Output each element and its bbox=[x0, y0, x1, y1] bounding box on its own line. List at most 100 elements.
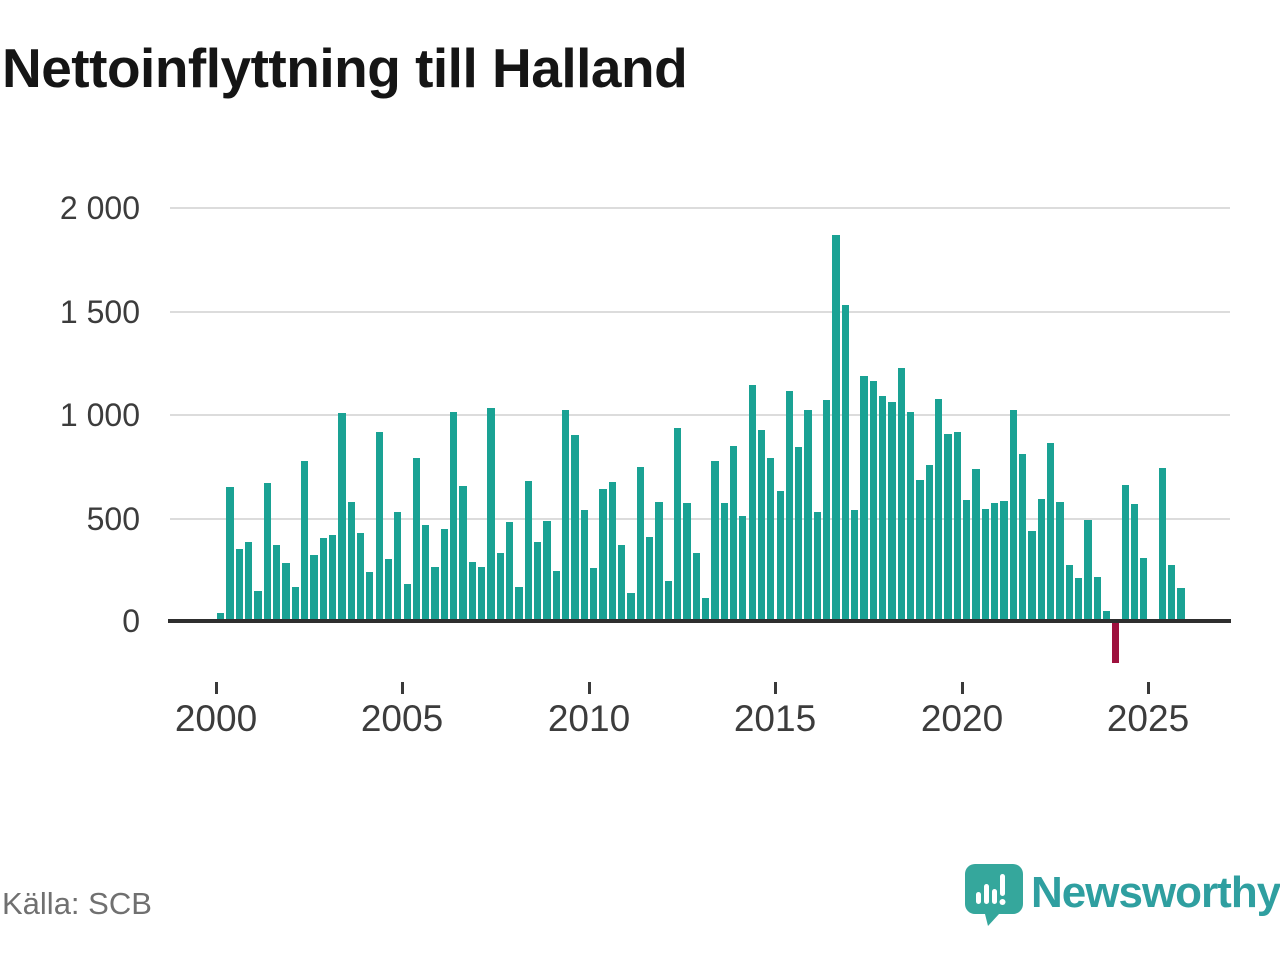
bar bbox=[217, 612, 225, 621]
bar bbox=[300, 461, 309, 621]
newsworthy-pin-icon bbox=[965, 864, 1023, 926]
bar bbox=[310, 554, 318, 621]
bar bbox=[375, 432, 383, 621]
bar bbox=[496, 552, 505, 621]
bar bbox=[412, 457, 421, 621]
x-tick-label: 2005 bbox=[360, 698, 444, 739]
bar bbox=[823, 400, 831, 621]
x-axis-line bbox=[168, 619, 1231, 623]
bar bbox=[841, 305, 850, 621]
bar bbox=[272, 544, 281, 621]
bar bbox=[1074, 577, 1083, 621]
x-tick-2020 bbox=[961, 682, 964, 694]
bar bbox=[440, 529, 449, 621]
bar bbox=[263, 482, 271, 621]
bar-negative bbox=[1112, 621, 1120, 664]
bar bbox=[720, 503, 728, 621]
bar bbox=[487, 408, 495, 621]
bar bbox=[804, 410, 812, 621]
x-tick-label: 2025 bbox=[1106, 698, 1190, 739]
bar bbox=[1158, 468, 1167, 621]
bar bbox=[692, 552, 700, 621]
bar bbox=[543, 520, 551, 621]
gridline-1000 bbox=[170, 414, 1230, 416]
bar bbox=[580, 509, 588, 621]
bar bbox=[590, 568, 598, 621]
gridline-500 bbox=[170, 518, 1230, 520]
bar bbox=[897, 368, 906, 621]
bar bbox=[1046, 443, 1055, 621]
bar bbox=[851, 509, 859, 621]
bar bbox=[673, 428, 682, 621]
bar bbox=[235, 548, 243, 621]
bar bbox=[1168, 565, 1176, 621]
bar bbox=[636, 467, 644, 621]
x-tick-label: 2000 bbox=[174, 698, 258, 739]
bar bbox=[244, 541, 253, 621]
bar bbox=[1130, 504, 1139, 621]
bar bbox=[1065, 565, 1073, 621]
bar bbox=[319, 538, 327, 621]
bar bbox=[1000, 501, 1008, 621]
bar bbox=[729, 445, 738, 621]
bar bbox=[683, 503, 691, 621]
bar bbox=[1028, 531, 1036, 621]
y-tick-label: 1 000 bbox=[59, 397, 140, 433]
x-tick-2005 bbox=[401, 682, 404, 694]
newsworthy-wordmark: Newsworthy bbox=[1031, 868, 1280, 917]
x-tick-2025 bbox=[1147, 682, 1150, 694]
bar bbox=[562, 410, 570, 621]
page-title: Nettoinflyttning till Halland bbox=[2, 37, 688, 99]
bar bbox=[524, 480, 533, 621]
bar bbox=[1140, 558, 1148, 621]
y-tick-label: 0 bbox=[122, 603, 140, 639]
bar bbox=[384, 559, 393, 621]
bar bbox=[963, 500, 971, 621]
bar bbox=[860, 376, 868, 621]
bar bbox=[459, 485, 467, 621]
bar bbox=[403, 583, 411, 621]
x-tick-label: 2015 bbox=[733, 698, 817, 739]
bar bbox=[664, 580, 672, 621]
bar bbox=[767, 457, 775, 621]
bar bbox=[608, 481, 616, 621]
bar bbox=[291, 586, 299, 621]
bar bbox=[655, 502, 663, 621]
bar bbox=[338, 412, 346, 621]
gridline-1500 bbox=[170, 311, 1230, 313]
x-tick-2000 bbox=[215, 682, 218, 694]
bar bbox=[748, 384, 756, 621]
bar bbox=[506, 521, 514, 621]
bar bbox=[1018, 453, 1027, 621]
bar bbox=[776, 490, 784, 621]
bar bbox=[916, 479, 924, 621]
bar bbox=[701, 598, 710, 621]
bar bbox=[356, 533, 365, 621]
bar bbox=[534, 541, 542, 621]
bar bbox=[254, 591, 262, 621]
bar bbox=[366, 572, 374, 621]
bar bbox=[757, 430, 766, 621]
bar bbox=[599, 488, 607, 621]
bar bbox=[1177, 587, 1185, 621]
bar bbox=[478, 567, 486, 621]
bar bbox=[1037, 499, 1045, 621]
gridline-2000 bbox=[170, 207, 1230, 209]
x-tick-2010 bbox=[588, 682, 591, 694]
bar bbox=[953, 432, 961, 621]
bar bbox=[282, 563, 290, 621]
bar bbox=[1009, 410, 1017, 621]
bar bbox=[1056, 502, 1064, 621]
bar bbox=[972, 469, 980, 621]
bar bbox=[1121, 484, 1129, 621]
bar bbox=[888, 402, 896, 621]
bar bbox=[795, 446, 803, 621]
source-note: Källa: SCB bbox=[2, 886, 152, 921]
newsworthy-logo: Newsworthy bbox=[963, 862, 1280, 926]
bar bbox=[944, 434, 952, 621]
x-tick-2015 bbox=[774, 682, 777, 694]
bar bbox=[552, 571, 560, 621]
bar bbox=[1093, 576, 1101, 621]
